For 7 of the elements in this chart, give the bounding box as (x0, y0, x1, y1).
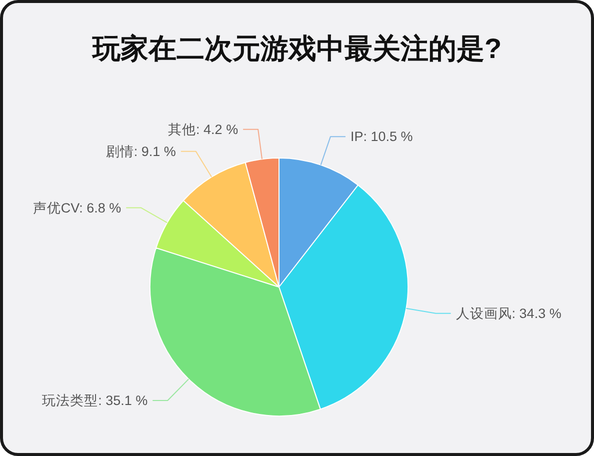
data-label: 人设画风: 34.3 % (456, 306, 562, 321)
data-label: IP: 10.5 % (350, 129, 413, 144)
data-label: 剧情: 9.1 % (106, 144, 176, 159)
data-label: 声优CV: 6.8 % (32, 200, 122, 216)
data-label: 玩法类型: 35.1 % (42, 392, 148, 408)
data-label: 其他: 4.2 % (168, 122, 238, 137)
title: 玩家在二次元游戏中最关注的是? (92, 33, 502, 64)
